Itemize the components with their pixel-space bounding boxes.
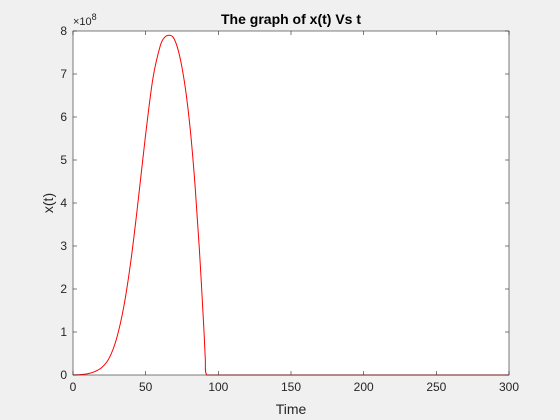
y-tick-label: 7 xyxy=(60,67,67,81)
y-tick-label: 6 xyxy=(60,110,67,124)
y-tick-label: 0 xyxy=(60,368,67,382)
y-tick-label: 1 xyxy=(60,325,67,339)
y-tick-label: 8 xyxy=(60,24,67,38)
y-axis-label: x(t) xyxy=(40,193,56,213)
x-tick-label: 200 xyxy=(354,380,374,394)
y-tick-label: 5 xyxy=(60,153,67,167)
axes-background xyxy=(73,31,509,375)
x-tick-label: 50 xyxy=(139,380,153,394)
x-axis-label: Time xyxy=(276,401,307,417)
x-tick-label: 0 xyxy=(70,380,77,394)
y-tick-label: 3 xyxy=(60,239,67,253)
y-exponent-label: ×108 xyxy=(73,12,97,28)
y-exponent-base: ×10 xyxy=(73,16,92,28)
x-tick-label: 300 xyxy=(499,380,519,394)
x-tick-label: 100 xyxy=(208,380,228,394)
y-tick-label: 2 xyxy=(60,282,67,296)
x-tick-label: 250 xyxy=(426,380,446,394)
chart-title: The graph of x(t) Vs t xyxy=(221,11,361,27)
y-exponent-power: 8 xyxy=(92,12,97,22)
y-tick-label: 4 xyxy=(60,196,67,210)
x-tick-label: 150 xyxy=(281,380,301,394)
